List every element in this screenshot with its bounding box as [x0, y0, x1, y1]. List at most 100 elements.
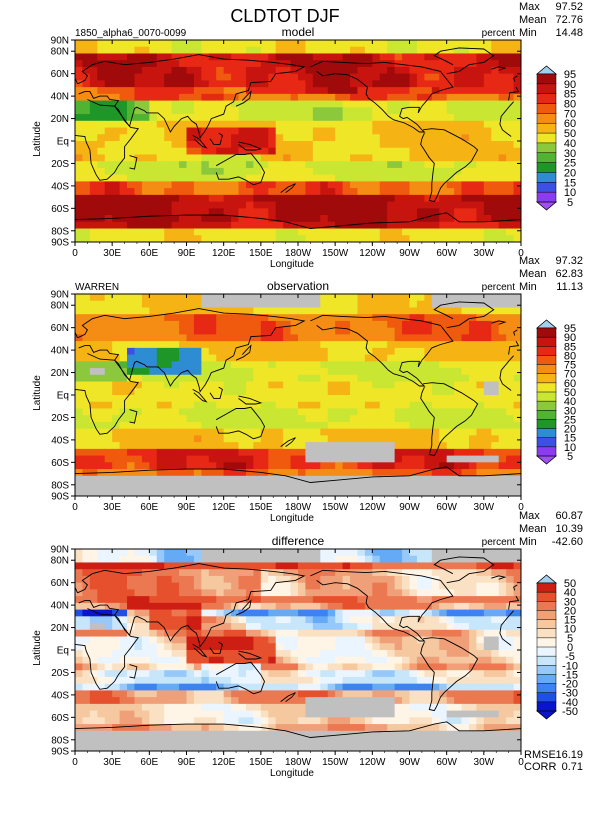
y-tick-label: Eq [57, 137, 69, 148]
map-cell [164, 610, 172, 617]
map-cell [447, 235, 455, 242]
map-cell [216, 301, 224, 308]
map-cell [439, 549, 447, 556]
map-cell [484, 74, 492, 81]
map-cell [476, 328, 484, 335]
map-cell [239, 408, 247, 415]
map-cell [417, 114, 425, 121]
map-cell [75, 402, 83, 409]
map-cell [194, 449, 202, 456]
map-cell [164, 168, 172, 175]
map-cell [142, 107, 150, 114]
map-cell [179, 408, 187, 415]
map-cell [187, 382, 195, 389]
map-cell [283, 80, 291, 87]
map-cell [313, 489, 321, 496]
map-cell [283, 422, 291, 429]
map-cell [164, 134, 172, 141]
map-cell [82, 388, 90, 395]
map-cell [447, 53, 455, 60]
map-cell [335, 141, 343, 148]
map-cell [75, 368, 83, 375]
map-cell [239, 60, 247, 67]
map-cell [164, 603, 172, 610]
map-cell [335, 569, 343, 576]
map-cell [313, 402, 321, 409]
map-cell [142, 657, 150, 664]
map-cell [313, 47, 321, 54]
map-cell [298, 549, 306, 556]
map-cell [402, 388, 410, 395]
map-cell [305, 74, 313, 81]
map-cell [291, 188, 299, 195]
map-cell [201, 101, 209, 108]
map-cell [75, 469, 83, 476]
map-cell [469, 307, 477, 314]
map-cell [350, 161, 358, 168]
map-cell [224, 328, 232, 335]
map-cell [276, 328, 284, 335]
map-cell [313, 429, 321, 436]
map-cell [209, 87, 217, 94]
map-cell [454, 429, 462, 436]
map-cell [209, 321, 217, 328]
map-cell [231, 442, 239, 449]
map-cell [410, 188, 418, 195]
map-cell [469, 435, 477, 442]
map-cell [157, 188, 165, 195]
map-cell [142, 148, 150, 155]
map-cell [97, 222, 105, 229]
map-cell [484, 321, 492, 328]
map-cell [380, 229, 388, 236]
map-cell [216, 583, 224, 590]
map-cell [157, 476, 165, 483]
map-cell [179, 128, 187, 135]
colorbar-swatch [537, 153, 556, 163]
map-cell [179, 583, 187, 590]
colorbar-swatch [537, 401, 556, 410]
map-cell [231, 476, 239, 483]
map-cell [432, 361, 440, 368]
map-cell [298, 175, 306, 182]
map-cell [350, 442, 358, 449]
map-cell [82, 456, 90, 463]
map-cell [172, 87, 180, 94]
map-cell [506, 583, 514, 590]
map-cell [402, 382, 410, 389]
map-cell [187, 321, 195, 328]
map-cell [179, 188, 187, 195]
map-cell [499, 161, 507, 168]
map-cell [357, 87, 365, 94]
map-cell [276, 222, 284, 229]
map-cell [112, 47, 120, 54]
map-cell [120, 321, 128, 328]
map-cell [417, 368, 425, 375]
map-cell [120, 80, 128, 87]
map-cell [179, 294, 187, 301]
map-cell [343, 637, 351, 644]
map-cell [134, 429, 142, 436]
map-cell [120, 87, 128, 94]
map-cell [335, 348, 343, 355]
map-cell [120, 449, 128, 456]
map-cell [291, 637, 299, 644]
map-cell [350, 168, 358, 175]
map-cell [476, 67, 484, 74]
map-cell [402, 67, 410, 74]
map-cell [402, 235, 410, 242]
map-cell [499, 657, 507, 664]
map-cell [328, 395, 336, 402]
map-cell [372, 596, 380, 603]
map-cell [305, 341, 313, 348]
map-cell [239, 321, 247, 328]
map-cell [105, 462, 113, 469]
map-cell [365, 422, 373, 429]
map-cell [179, 442, 187, 449]
map-cell [291, 94, 299, 101]
map-cell [380, 141, 388, 148]
map-cell [454, 355, 462, 362]
map-cell [298, 114, 306, 121]
map-cell [372, 415, 380, 422]
map-cell [335, 307, 343, 314]
map-cell [499, 80, 507, 87]
